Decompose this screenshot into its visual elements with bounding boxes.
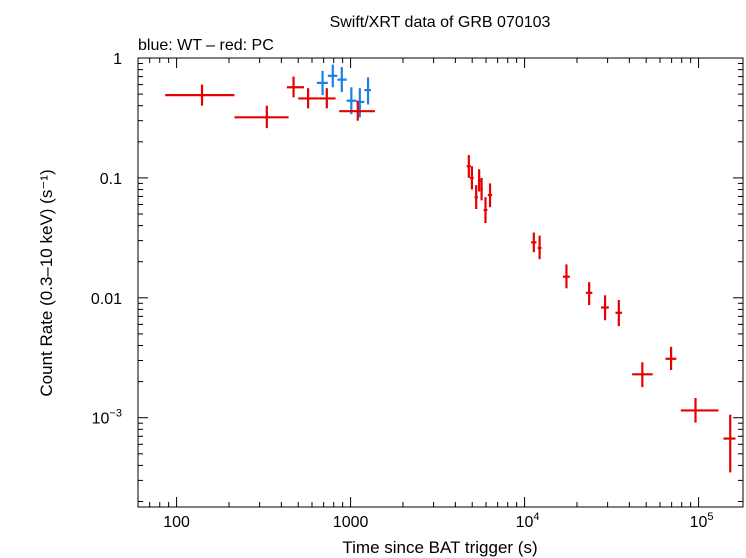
y-tick-label: 0.01 [91, 291, 122, 308]
data-point [466, 155, 471, 178]
data-point [601, 295, 609, 321]
data-point [665, 346, 677, 370]
data-point [487, 183, 493, 208]
data-point [477, 169, 481, 192]
data-point [337, 67, 347, 93]
data-point [339, 100, 375, 121]
x-tick-label: 104 [516, 511, 540, 531]
axis-ticks [137, 57, 743, 507]
y-tick-label: 10−3 [92, 408, 122, 428]
plot-frame [137, 57, 744, 508]
data-point [286, 76, 305, 98]
data-point [327, 64, 338, 88]
data-point [585, 282, 593, 306]
chart-title: Swift/XRT data of GRB 070103 [330, 14, 551, 31]
data-point [474, 185, 478, 210]
x-tick-label: 105 [690, 511, 714, 531]
chart-subtitle: blue: WT – red: PC [138, 37, 274, 54]
x-tick-label: 100 [163, 514, 190, 531]
data-point [364, 77, 371, 105]
data-series [165, 64, 736, 473]
data-point [562, 264, 570, 289]
series-wt [316, 64, 371, 118]
data-point [165, 84, 235, 106]
data-point [723, 414, 736, 473]
data-point [234, 105, 289, 129]
data-point [346, 87, 357, 115]
y-axis-label: Count Rate (0.3–10 keV) (s⁻¹) [37, 169, 56, 396]
data-point [632, 362, 653, 388]
data-point [316, 70, 328, 96]
series-pc [165, 76, 736, 473]
y-tick-label: 0.1 [100, 171, 122, 188]
data-point [680, 397, 719, 423]
data-point [537, 235, 542, 260]
tick-labels: 100 1000 104 105 1 0.1 0.01 10−3 [91, 51, 714, 531]
data-point [319, 88, 336, 109]
x-tick-label: 1000 [333, 514, 369, 531]
data-point [298, 88, 320, 109]
y-tick-label: 1 [113, 51, 122, 68]
data-point [470, 166, 474, 190]
data-point [483, 197, 488, 224]
data-point [615, 299, 623, 327]
data-point [531, 232, 537, 253]
x-axis-label: Time since BAT trigger (s) [342, 538, 537, 557]
data-point [480, 177, 483, 201]
